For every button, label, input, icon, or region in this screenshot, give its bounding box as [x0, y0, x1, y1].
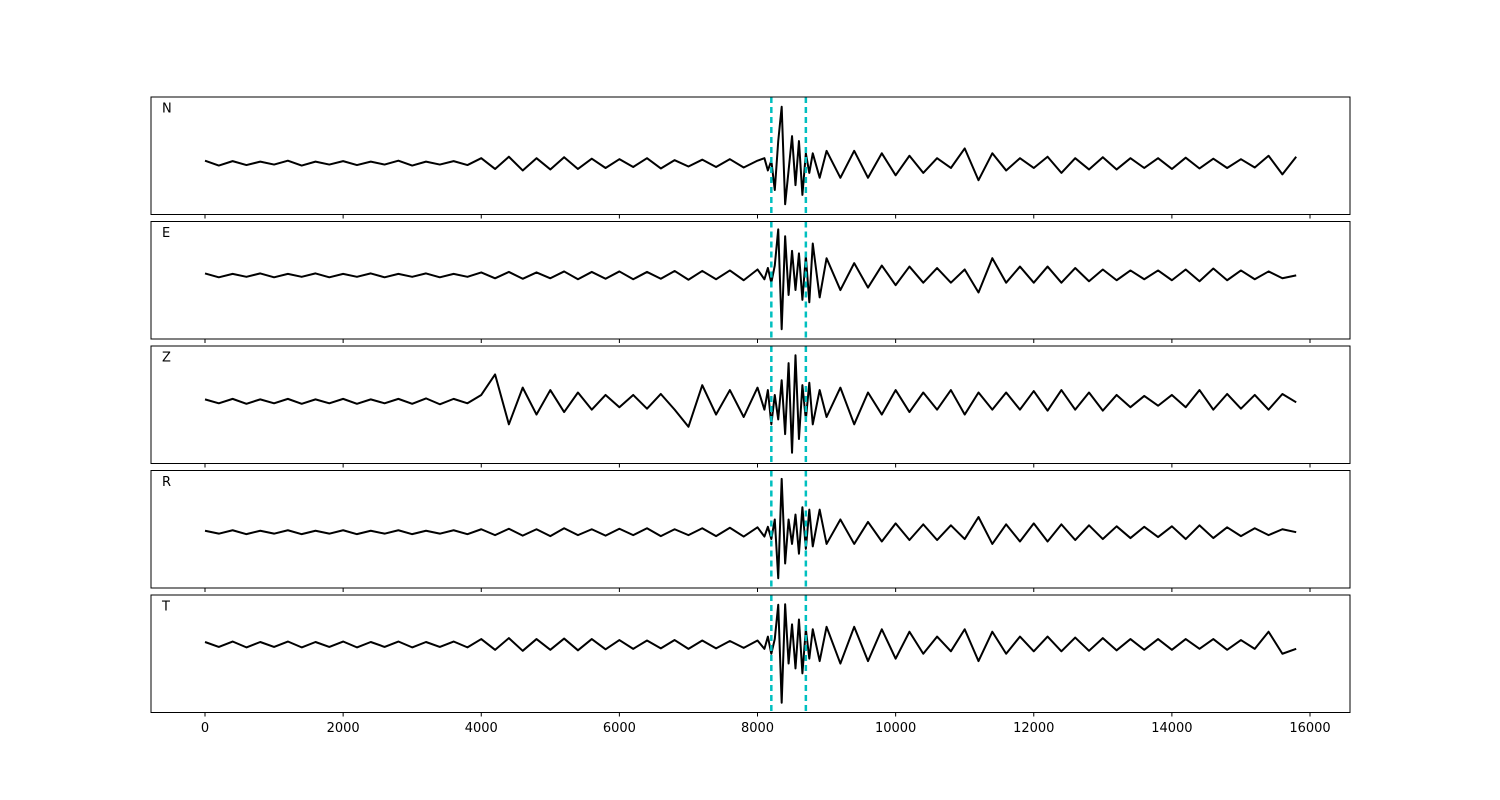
trace: [204, 477, 1297, 580]
panel-label: T: [161, 600, 170, 615]
x-tick-label: 4000: [465, 721, 498, 736]
x-tick-label: 8000: [741, 721, 774, 736]
x-tick-label: 2000: [327, 721, 360, 736]
panel-frame: [150, 594, 1351, 713]
panel-frame: [150, 345, 1351, 464]
panel-frame: [150, 221, 1351, 340]
panel-label: Z: [162, 351, 171, 366]
x-tick-label: 10000: [875, 721, 916, 736]
trace: [204, 603, 1297, 704]
trace: [204, 105, 1297, 206]
panel-label: N: [162, 102, 172, 117]
panel-label: R: [162, 475, 171, 490]
x-tick-label: 16000: [1289, 721, 1330, 736]
x-tick-label: 0: [201, 721, 209, 736]
x-tick-label: 14000: [1151, 721, 1192, 736]
trace: [204, 354, 1297, 454]
panel-frame: [150, 96, 1351, 215]
panel-label: E: [162, 226, 170, 241]
trace: [204, 228, 1297, 331]
x-tick-label: 12000: [1013, 721, 1054, 736]
panel-frame: [150, 470, 1351, 589]
x-tick-label: 6000: [603, 721, 636, 736]
